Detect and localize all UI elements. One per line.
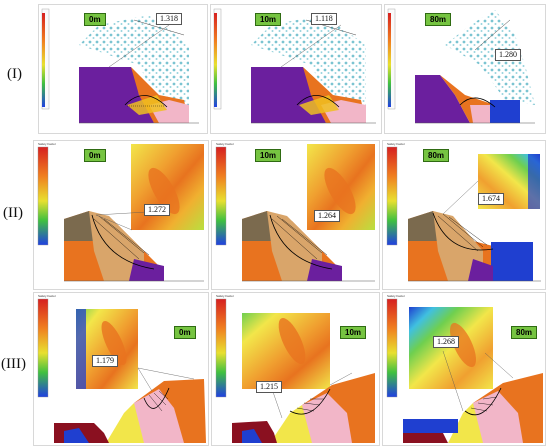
legend-title: Safety Factor	[38, 294, 56, 298]
panel-I-80m: 80m 1.280	[384, 4, 546, 134]
legend-title: Safety Factor	[216, 142, 234, 146]
panel-II-10m: Safety Factor 10m 1.264	[211, 140, 380, 290]
safety-factor-label: 1.264	[314, 210, 340, 222]
row-label-III: (III)	[1, 356, 26, 372]
legend-title: Safety Factor	[38, 142, 56, 146]
limit-equilibrium-figure	[215, 144, 375, 282]
limit-equilibrium-figure	[215, 298, 375, 443]
legend-title: Safety Factor	[387, 294, 405, 298]
particle-model-figure	[213, 8, 376, 124]
safety-factor-label: 1.318	[156, 13, 182, 25]
legend-title: Safety Factor	[216, 294, 234, 298]
distance-tag: 80m	[423, 149, 450, 162]
panel-II-80m: Safety Factor 80m 1.674	[382, 140, 546, 290]
safety-factor-label: 1.118	[311, 13, 337, 25]
panel-I-10m: 10m 1.118	[210, 4, 382, 134]
particle-model-figure	[41, 8, 199, 124]
safety-factor-label: 1.674	[478, 193, 504, 205]
panel-II-0m: Safety Factor 0m 1.272	[33, 140, 209, 290]
limit-equilibrium-figure	[37, 144, 204, 282]
safety-factor-label: 1.268	[433, 336, 459, 348]
distance-tag: 0m	[84, 13, 106, 26]
row-label-I: (I)	[7, 66, 22, 82]
distance-tag: 0m	[174, 326, 196, 339]
safety-factor-label: 1.179	[92, 355, 118, 367]
safety-factor-label: 1.215	[256, 381, 282, 393]
limit-equilibrium-figure	[386, 298, 543, 443]
distance-tag: 80m	[425, 13, 452, 26]
panel-III-10m: Safety Factor 10m 1.215	[211, 292, 380, 446]
safety-factor-label: 1.272	[144, 204, 170, 216]
panel-III-0m: Safety Factor 0m 1.179	[33, 292, 209, 446]
distance-tag: 10m	[340, 326, 367, 339]
safety-factor-label: 1.280	[495, 49, 521, 61]
row-label-II: (II)	[3, 205, 23, 221]
distance-tag: 10m	[255, 13, 282, 26]
panel-III-80m: Safety Factor 80m 1.268	[382, 292, 546, 446]
distance-tag: 0m	[84, 149, 106, 162]
panel-I-0m: 0m 1.318	[38, 4, 208, 134]
limit-equilibrium-figure	[37, 298, 206, 443]
legend-title: Safety Factor	[387, 142, 405, 146]
distance-tag: 10m	[255, 149, 282, 162]
limit-equilibrium-figure	[386, 146, 541, 282]
particle-model-figure	[387, 8, 535, 124]
distance-tag: 80m	[511, 326, 538, 339]
